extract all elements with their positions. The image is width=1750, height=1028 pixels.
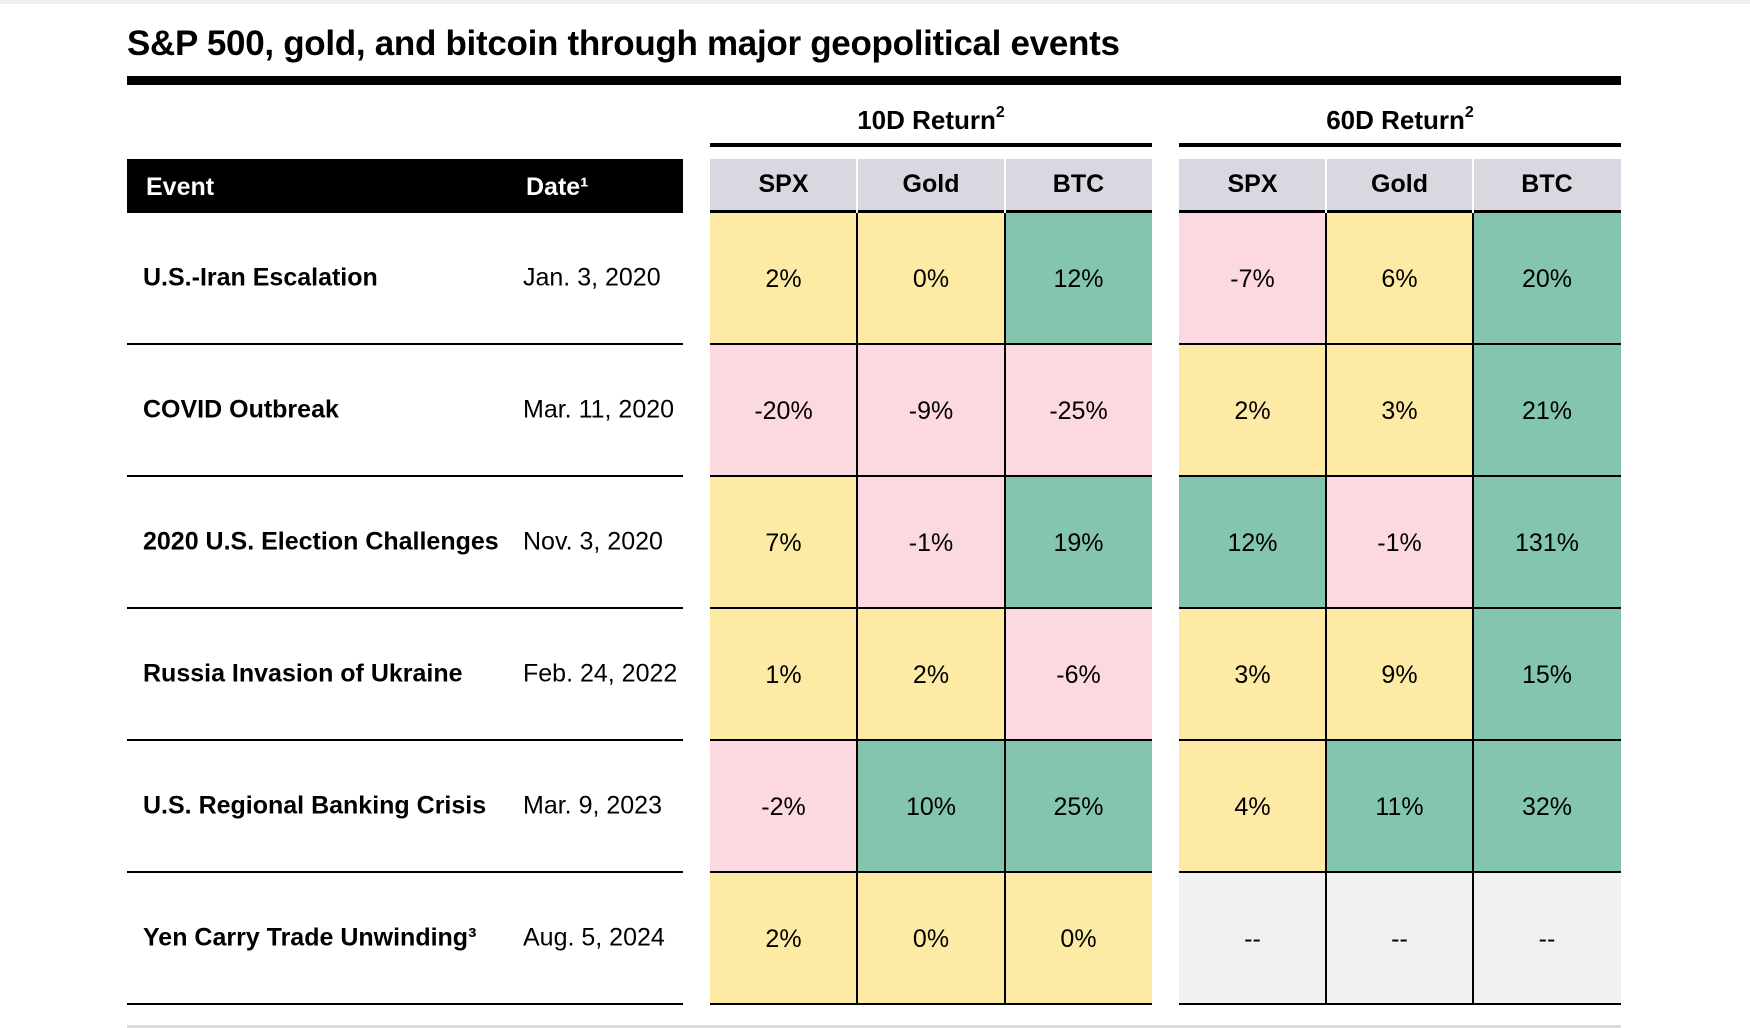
event-date: Mar. 11, 2020 bbox=[523, 395, 675, 424]
value-cell: 12% bbox=[1179, 477, 1326, 609]
value-cell: -2% bbox=[710, 741, 857, 873]
value-cell: 131% bbox=[1473, 477, 1621, 609]
value-cell: -9% bbox=[857, 345, 1005, 477]
value-cell: -- bbox=[1326, 873, 1473, 1005]
table-row: Yen Carry Trade Unwinding³ Aug. 5, 2024 bbox=[127, 873, 683, 1005]
footnote-cutoff-strip bbox=[127, 1025, 1621, 1028]
chart-title: S&P 500, gold, and bitcoin through major… bbox=[127, 24, 1120, 63]
group-header-60d: 60D Return2 bbox=[1179, 104, 1621, 144]
value-cell: -- bbox=[1179, 873, 1326, 1005]
col-header-60d-gold: Gold bbox=[1326, 159, 1473, 213]
value-cell: 2% bbox=[857, 609, 1005, 741]
title-rule bbox=[127, 76, 1621, 85]
event-date-header: Event Date¹ bbox=[127, 159, 683, 213]
date-column-header: Date¹ bbox=[526, 173, 589, 201]
col-header-10d-btc: BTC bbox=[1005, 159, 1152, 213]
col-divider bbox=[1004, 213, 1006, 1005]
value-cell: 0% bbox=[857, 873, 1005, 1005]
table-row: 2020 U.S. Election Challenges Nov. 3, 202… bbox=[127, 477, 683, 609]
group-header-60d-label: 60D Return bbox=[1326, 105, 1465, 135]
group-header-60d-sup: 2 bbox=[1464, 104, 1474, 121]
value-cell: 1% bbox=[710, 609, 857, 741]
value-cell: 11% bbox=[1326, 741, 1473, 873]
value-cell: 20% bbox=[1473, 213, 1621, 345]
col-header-10d-gold: Gold bbox=[857, 159, 1005, 213]
group-rule-60d bbox=[1179, 143, 1621, 147]
group-header-10d-label: 10D Return bbox=[857, 105, 996, 135]
event-name: Yen Carry Trade Unwinding³ bbox=[143, 923, 477, 952]
group-header-10d: 10D Return2 bbox=[710, 104, 1152, 144]
value-cell: -25% bbox=[1005, 345, 1152, 477]
value-cell: -6% bbox=[1005, 609, 1152, 741]
col-divider bbox=[856, 213, 858, 1005]
value-cell: 9% bbox=[1326, 609, 1473, 741]
value-cell: 0% bbox=[1005, 873, 1152, 1005]
event-date: Aug. 5, 2024 bbox=[523, 923, 665, 952]
footnote-cutoff bbox=[127, 1018, 1621, 1028]
value-cell: 25% bbox=[1005, 741, 1152, 873]
value-cell: 7% bbox=[710, 477, 857, 609]
col-header-60d-spx: SPX bbox=[1179, 159, 1326, 213]
value-cell: -- bbox=[1473, 873, 1621, 1005]
table-row: COVID Outbreak Mar. 11, 2020 bbox=[127, 345, 683, 477]
event-name: U.S. Regional Banking Crisis bbox=[143, 791, 487, 820]
value-cell: 3% bbox=[1179, 609, 1326, 741]
event-date: Mar. 9, 2023 bbox=[523, 791, 662, 820]
col-header-60d-btc: BTC bbox=[1473, 159, 1621, 213]
col-divider bbox=[1472, 213, 1474, 1005]
event-column-header: Event bbox=[146, 173, 215, 201]
table-row: U.S. Regional Banking Crisis Mar. 9, 2023 bbox=[127, 741, 683, 873]
event-date: Feb. 24, 2022 bbox=[523, 659, 678, 688]
col-divider bbox=[1325, 213, 1327, 1005]
event-name: 2020 U.S. Election Challenges bbox=[143, 527, 499, 556]
event-name: Russia Invasion of Ukraine bbox=[143, 659, 463, 688]
table-row: U.S.-Iran Escalation Jan. 3, 2020 bbox=[127, 213, 683, 345]
value-cell: 2% bbox=[710, 213, 857, 345]
value-cell: 2% bbox=[710, 873, 857, 1005]
value-cell: 12% bbox=[1005, 213, 1152, 345]
value-cell: 3% bbox=[1326, 345, 1473, 477]
value-cell: 2% bbox=[1179, 345, 1326, 477]
value-cell: 21% bbox=[1473, 345, 1621, 477]
group-header-10d-sup: 2 bbox=[995, 104, 1005, 121]
table-row: Russia Invasion of Ukraine Feb. 24, 2022 bbox=[127, 609, 683, 741]
event-name: COVID Outbreak bbox=[143, 395, 339, 424]
event-date: Jan. 3, 2020 bbox=[523, 263, 661, 292]
value-cell: 6% bbox=[1326, 213, 1473, 345]
value-cell: 4% bbox=[1179, 741, 1326, 873]
event-name: U.S.-Iran Escalation bbox=[143, 263, 378, 292]
col-header-10d-spx: SPX bbox=[710, 159, 857, 213]
value-cell: -1% bbox=[857, 477, 1005, 609]
value-cell: 19% bbox=[1005, 477, 1152, 609]
value-cell: 32% bbox=[1473, 741, 1621, 873]
value-cell: 10% bbox=[857, 741, 1005, 873]
value-cell: -1% bbox=[1326, 477, 1473, 609]
value-cell: -7% bbox=[1179, 213, 1326, 345]
value-cell: 0% bbox=[857, 213, 1005, 345]
value-cell: -20% bbox=[710, 345, 857, 477]
event-date: Nov. 3, 2020 bbox=[523, 527, 663, 556]
group-rule-10d bbox=[710, 143, 1152, 147]
top-border bbox=[0, 0, 1750, 4]
value-cell: 15% bbox=[1473, 609, 1621, 741]
